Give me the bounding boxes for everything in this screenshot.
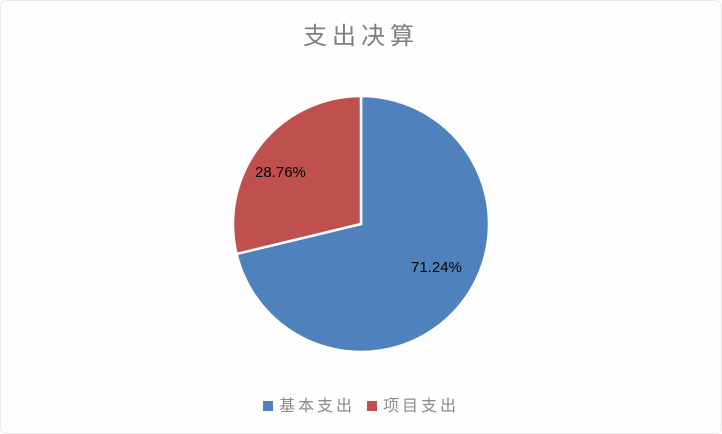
legend-label-project: 项目支出 [383, 396, 460, 416]
legend-label-basic: 基本支出 [278, 396, 355, 416]
legend: 基本支出 项目支出 [1, 397, 721, 415]
pie-slice-0 [235, 94, 491, 354]
data-label-project-expenditure: 28.76% [255, 164, 306, 181]
legend-marker-project-square-icon [367, 401, 377, 412]
pie-slice-1 [231, 94, 363, 256]
legend-item-project-expenditure: 项目支出 [367, 397, 459, 415]
legend-item-basic-expenditure: 基本支出 [262, 396, 355, 416]
chart-title: 支出决算 [303, 22, 419, 50]
legend-marker-basic-square-icon [262, 401, 273, 412]
data-label-basic-expenditure: 71.24% [411, 259, 462, 276]
